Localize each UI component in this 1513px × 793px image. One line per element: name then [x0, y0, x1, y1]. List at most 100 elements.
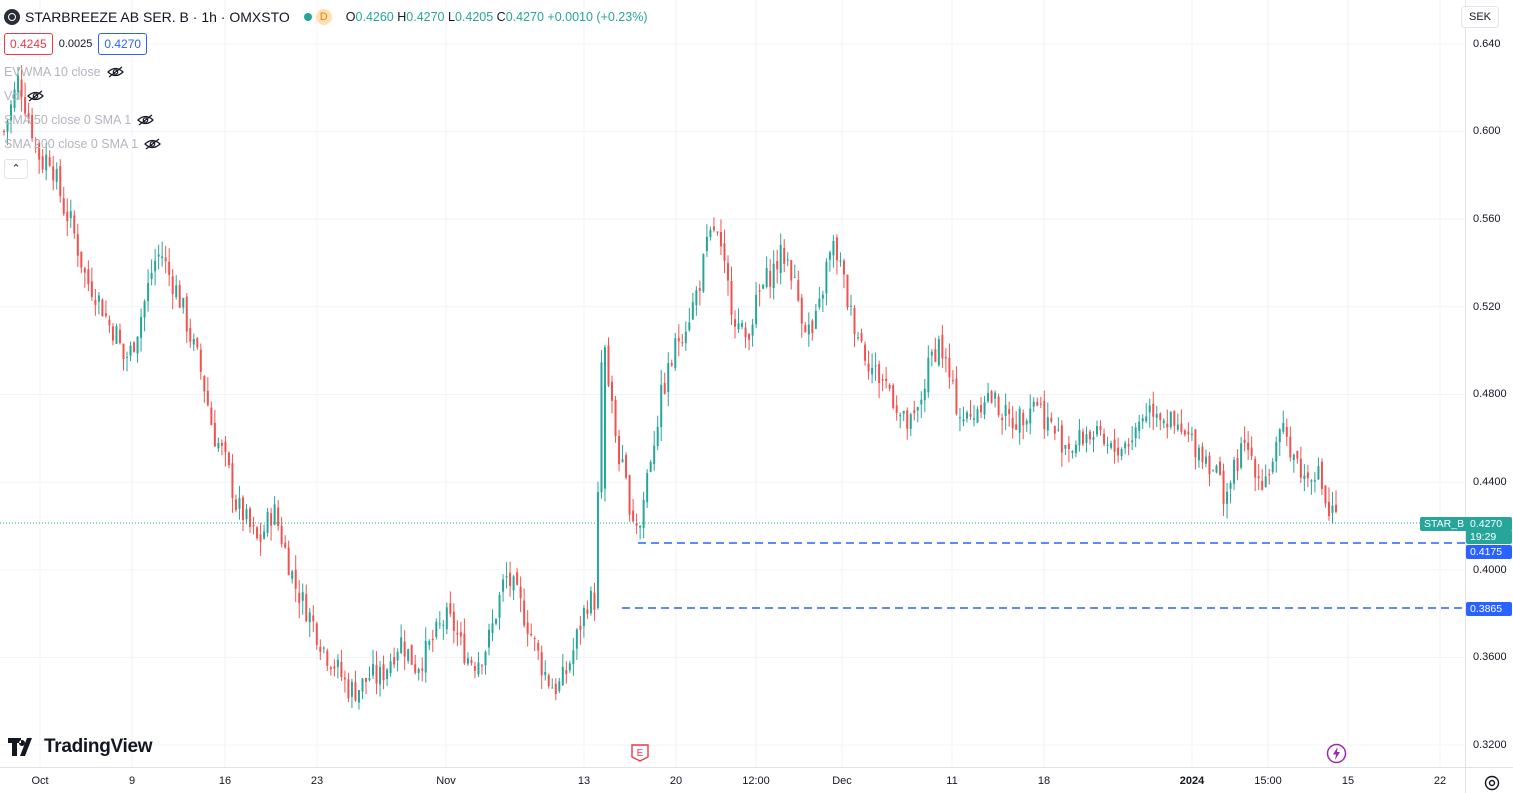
candle-body: [157, 254, 160, 257]
candle-body: [635, 523, 638, 526]
candle-body: [821, 294, 824, 299]
candle-body: [13, 89, 16, 109]
candle: [336, 654, 339, 679]
candle: [308, 607, 311, 637]
candle-body: [737, 323, 740, 330]
candle: [1335, 490, 1337, 514]
currency-button[interactable]: SEK: [1461, 6, 1499, 28]
candle: [393, 647, 396, 669]
candle: [1067, 435, 1070, 463]
candle: [210, 401, 213, 426]
candle: [301, 583, 304, 615]
candle-body: [357, 690, 360, 703]
candle-body: [776, 261, 779, 270]
candle: [1257, 464, 1260, 491]
hidden-eye-icon[interactable]: [27, 90, 45, 102]
candle: [1004, 393, 1007, 431]
hidden-eye-icon[interactable]: [106, 66, 124, 78]
candle-body: [1131, 440, 1134, 443]
candle-body: [48, 157, 51, 166]
candle: [277, 500, 280, 531]
candle-body: [424, 640, 427, 673]
time-tick-label: 2024: [1179, 775, 1205, 787]
candle: [1243, 426, 1246, 452]
candle-body: [379, 666, 382, 685]
candle-body: [10, 104, 13, 122]
candle-body: [291, 571, 294, 579]
candle-body: [301, 592, 304, 601]
time-tick-label: 11: [946, 775, 958, 787]
candle-body: [192, 338, 195, 345]
time-tick-label: Nov: [436, 775, 456, 787]
candle-body: [1078, 430, 1081, 446]
earnings-marker[interactable]: E: [631, 744, 649, 762]
candle-body: [118, 329, 121, 343]
candle: [695, 286, 698, 316]
candle-body: [586, 609, 589, 614]
candle-body: [625, 455, 628, 478]
candle-body: [189, 327, 192, 342]
candle-body: [438, 623, 441, 625]
candle: [1317, 457, 1320, 480]
candle-body: [361, 678, 364, 692]
candle-body: [913, 410, 916, 414]
candle: [55, 162, 58, 190]
candle: [1145, 403, 1148, 424]
buy-button[interactable]: 0.4270: [98, 33, 148, 55]
candle: [52, 156, 55, 191]
candle-body: [217, 442, 220, 449]
earnings-marker-label: E: [637, 748, 644, 759]
candle: [741, 319, 744, 330]
candle: [1190, 426, 1193, 442]
candle-body: [997, 396, 1000, 416]
candle-body: [410, 644, 413, 665]
collapse-legend-button[interactable]: ⌃: [4, 159, 28, 179]
candle: [551, 678, 554, 689]
candle-body: [171, 276, 174, 295]
sell-button[interactable]: 0.4245: [4, 33, 53, 55]
candle: [217, 437, 220, 452]
indicator-sma200[interactable]: SMA 200 close 0 SMA 1: [4, 137, 161, 151]
candle: [762, 284, 765, 290]
candle-body: [400, 637, 403, 653]
hidden-eye-icon[interactable]: [137, 114, 155, 126]
time-tick-label: 18: [1037, 775, 1051, 787]
gear-icon[interactable]: [1482, 773, 1502, 793]
lightning-event-icon[interactable]: [1326, 743, 1347, 764]
candle: [512, 574, 515, 601]
candle: [1303, 463, 1306, 492]
indicator-sma50[interactable]: SMA 50 close 0 SMA 1: [4, 113, 155, 127]
candle-body: [1254, 458, 1257, 478]
candle: [291, 569, 294, 584]
candle-body: [1067, 443, 1070, 449]
candle: [642, 491, 645, 539]
candle: [783, 239, 786, 273]
candle-body: [442, 624, 445, 626]
indicator-evwma[interactable]: EVWMA 10 close: [4, 65, 124, 79]
delayed-data-badge[interactable]: D: [315, 9, 332, 25]
candle-body: [600, 362, 603, 493]
candle: [505, 562, 508, 589]
candle-body: [1022, 412, 1025, 426]
candle: [906, 407, 909, 440]
candle-body: [1278, 429, 1281, 442]
candle-body: [656, 426, 659, 446]
candle-body: [185, 296, 188, 332]
symbol-title[interactable]: STARBREEZE AB SER. B · 1h · OMXSTO: [25, 9, 290, 25]
candle-body: [449, 603, 452, 614]
candle-body: [234, 499, 237, 510]
candle-body: [909, 414, 912, 429]
candle-body: [1236, 458, 1239, 472]
candle: [185, 293, 188, 343]
candle-body: [547, 675, 550, 687]
candle-body: [948, 357, 951, 378]
hidden-eye-icon[interactable]: [144, 138, 161, 150]
candle: [154, 248, 157, 286]
candle: [962, 406, 965, 427]
candle-body: [853, 307, 856, 335]
tradingview-logo[interactable]: TradingView: [8, 736, 153, 758]
indicator-vol[interactable]: Vol: [4, 89, 45, 103]
candle-body: [793, 276, 796, 278]
candle: [1219, 456, 1222, 476]
